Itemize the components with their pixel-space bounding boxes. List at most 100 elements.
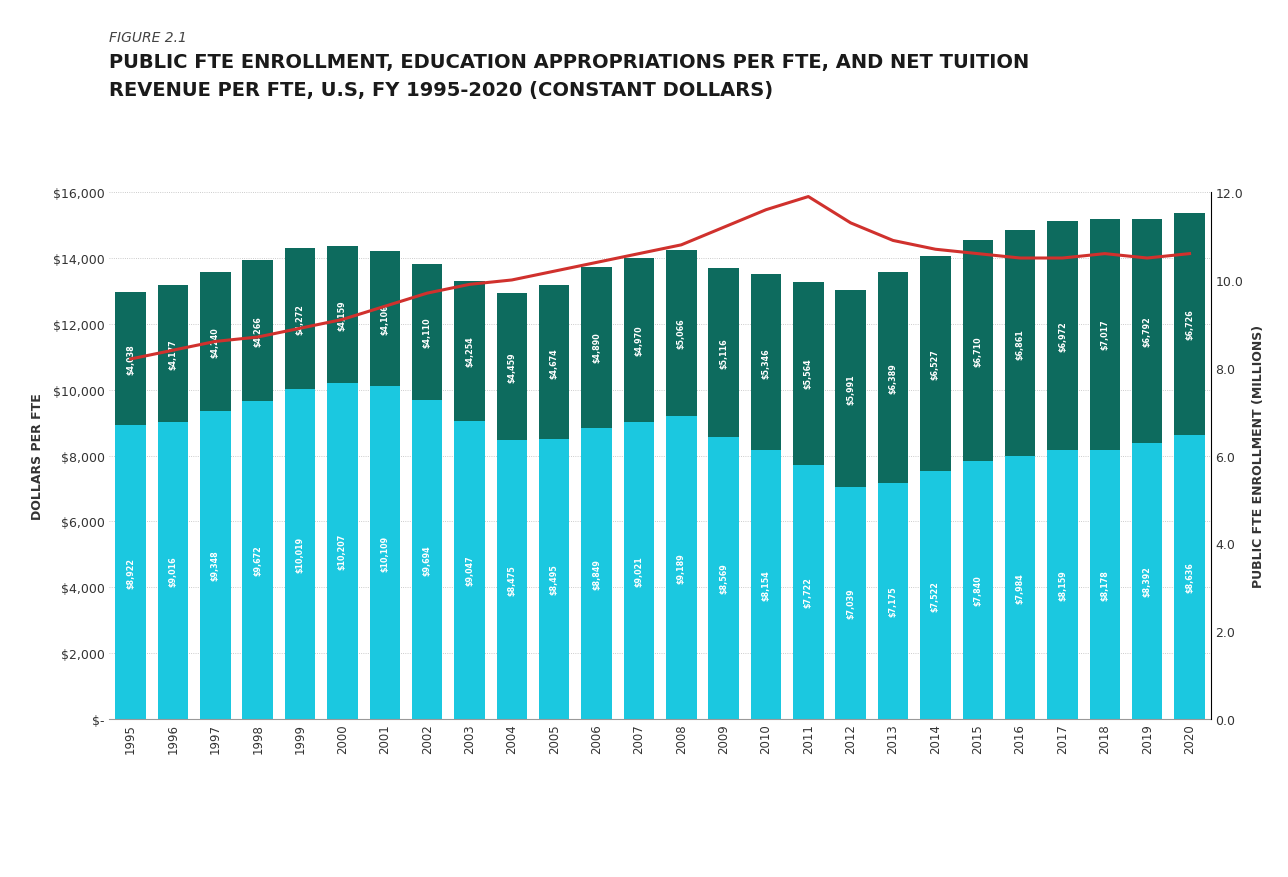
Bar <box>242 260 273 401</box>
Bar <box>285 249 316 389</box>
Bar <box>751 451 782 719</box>
Text: $5,116: $5,116 <box>719 338 728 368</box>
Text: $7,984: $7,984 <box>1016 573 1025 603</box>
Bar <box>836 290 866 488</box>
Text: $4,038: $4,038 <box>126 344 135 374</box>
Text: $5,066: $5,066 <box>676 318 685 349</box>
Text: $8,636: $8,636 <box>1185 562 1194 593</box>
Bar <box>200 411 231 719</box>
Bar <box>370 387 401 719</box>
Bar <box>242 401 273 719</box>
Bar <box>200 272 231 411</box>
Text: $6,726: $6,726 <box>1185 310 1194 340</box>
Text: $4,177: $4,177 <box>169 339 178 369</box>
Bar <box>581 267 612 428</box>
Bar <box>962 461 993 719</box>
Y-axis label: PUBLIC FTE ENROLLMENT (MILLIONS): PUBLIC FTE ENROLLMENT (MILLIONS) <box>1252 324 1265 588</box>
Text: REVENUE PER FTE, U.S, FY 1995-2020 (CONSTANT DOLLARS): REVENUE PER FTE, U.S, FY 1995-2020 (CONS… <box>109 81 774 100</box>
Bar <box>157 423 188 719</box>
Text: $7,039: $7,039 <box>846 588 855 618</box>
Text: $8,569: $8,569 <box>719 563 728 594</box>
Text: $4,272: $4,272 <box>295 304 304 335</box>
Text: $6,861: $6,861 <box>1016 328 1025 359</box>
Text: $4,110: $4,110 <box>422 317 431 348</box>
Text: $8,154: $8,154 <box>761 570 770 601</box>
Text: $8,475: $8,475 <box>507 565 516 595</box>
Text: $4,254: $4,254 <box>465 336 474 367</box>
Bar <box>666 417 697 719</box>
Text: $10,109: $10,109 <box>380 535 389 571</box>
Text: $8,392: $8,392 <box>1142 566 1151 596</box>
Text: $8,495: $8,495 <box>550 564 559 595</box>
Bar <box>793 465 823 719</box>
Text: $8,178: $8,178 <box>1100 569 1109 600</box>
Bar <box>1047 222 1078 451</box>
Bar <box>327 246 358 383</box>
Bar <box>116 293 146 425</box>
Text: $9,021: $9,021 <box>635 555 644 586</box>
Y-axis label: DOLLARS PER FTE: DOLLARS PER FTE <box>31 393 44 519</box>
Text: $5,564: $5,564 <box>804 359 813 389</box>
Bar <box>623 423 654 719</box>
Bar <box>1090 219 1121 450</box>
Bar <box>1132 220 1163 443</box>
Text: $6,972: $6,972 <box>1057 321 1066 352</box>
Text: $6,710: $6,710 <box>974 336 983 367</box>
Text: $7,722: $7,722 <box>804 577 813 608</box>
Text: $5,346: $5,346 <box>761 348 770 378</box>
Text: $8,159: $8,159 <box>1057 570 1066 601</box>
Bar <box>412 400 442 719</box>
Bar <box>836 488 866 719</box>
Bar <box>327 383 358 719</box>
Bar <box>370 252 401 387</box>
Bar <box>920 257 951 472</box>
Text: $4,970: $4,970 <box>635 325 644 356</box>
Text: $6,792: $6,792 <box>1142 316 1151 346</box>
Bar <box>1005 457 1036 719</box>
Text: $9,016: $9,016 <box>169 556 178 586</box>
Bar <box>623 259 654 423</box>
Text: $5,991: $5,991 <box>846 374 855 404</box>
Text: PUBLIC FTE ENROLLMENT, EDUCATION APPROPRIATIONS PER FTE, AND NET TUITION: PUBLIC FTE ENROLLMENT, EDUCATION APPROPR… <box>109 53 1029 72</box>
Bar <box>412 265 442 400</box>
Text: $7,175: $7,175 <box>889 586 898 617</box>
Text: $10,207: $10,207 <box>337 533 346 569</box>
Bar <box>878 483 908 719</box>
Bar <box>455 282 484 422</box>
Text: $4,266: $4,266 <box>254 316 263 346</box>
Bar <box>708 269 739 438</box>
Text: $9,189: $9,189 <box>676 553 685 583</box>
Text: $4,890: $4,890 <box>592 332 601 363</box>
Text: $6,389: $6,389 <box>889 363 898 394</box>
Text: $6,527: $6,527 <box>931 349 940 380</box>
Bar <box>497 440 527 719</box>
Bar <box>1090 450 1121 719</box>
Bar <box>793 282 823 465</box>
Bar <box>455 422 484 719</box>
Bar <box>1175 214 1204 435</box>
Text: $9,047: $9,047 <box>465 555 474 586</box>
Text: $4,459: $4,459 <box>507 352 516 382</box>
Bar <box>581 428 612 719</box>
Text: $9,348: $9,348 <box>211 550 220 581</box>
Bar <box>1005 231 1036 457</box>
Text: $9,672: $9,672 <box>254 545 263 575</box>
Text: $4,159: $4,159 <box>337 300 346 331</box>
Bar <box>497 294 527 440</box>
Bar <box>751 275 782 451</box>
Text: FIGURE 2.1: FIGURE 2.1 <box>109 31 187 45</box>
Text: $4,674: $4,674 <box>550 347 559 378</box>
Bar <box>920 472 951 719</box>
Text: $9,694: $9,694 <box>422 545 431 575</box>
Text: $7,522: $7,522 <box>931 580 940 611</box>
Text: $7,840: $7,840 <box>974 574 983 606</box>
Text: $8,849: $8,849 <box>592 558 601 589</box>
Bar <box>538 286 569 439</box>
Bar <box>538 439 569 719</box>
Text: $4,106: $4,106 <box>380 303 389 334</box>
Bar <box>157 285 188 423</box>
Bar <box>708 438 739 719</box>
Text: $7,017: $7,017 <box>1100 319 1109 350</box>
Text: $10,019: $10,019 <box>295 537 304 573</box>
Bar <box>962 240 993 461</box>
